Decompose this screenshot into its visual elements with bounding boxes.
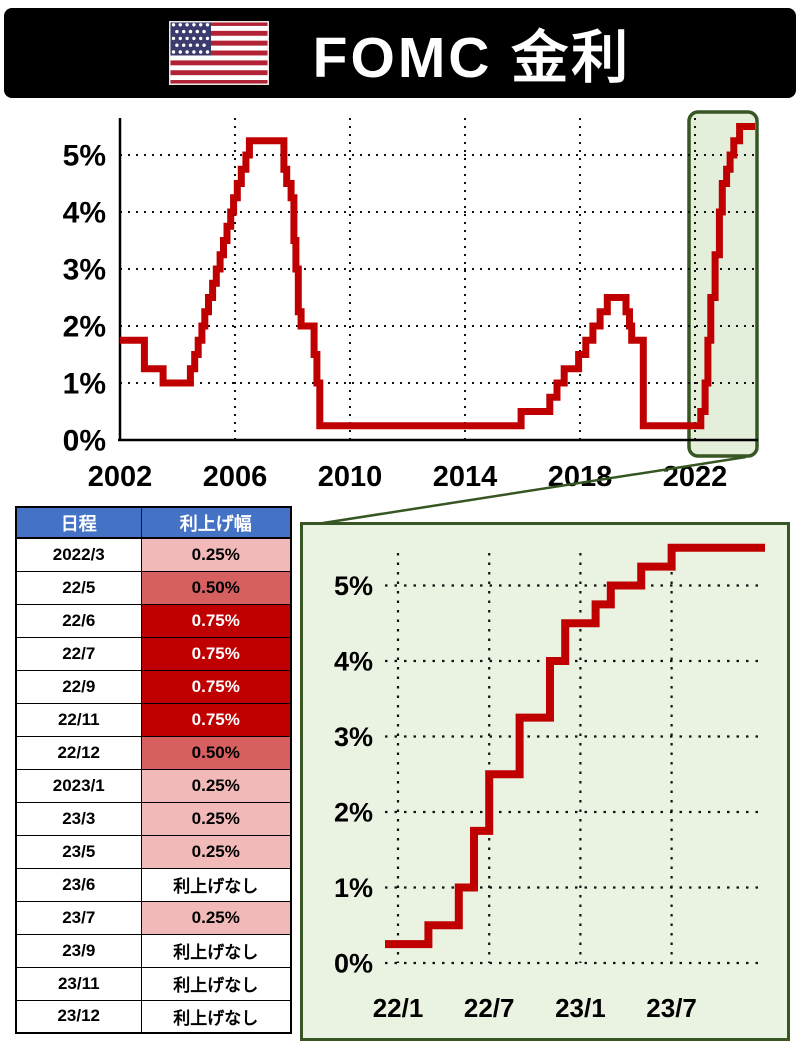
zoom-rate-chart: 0% 1% 2% 3% 4% 5% 22/1 22/7 23/1 23/7 [334, 543, 765, 1023]
svg-text:0%: 0% [334, 948, 373, 978]
svg-text:2018: 2018 [548, 461, 613, 493]
date-cell: 22/11 [15, 702, 142, 737]
hike-cell: 0.75% [140, 636, 292, 671]
table-row: 23/7 0.25% [15, 900, 292, 935]
svg-text:22/7: 22/7 [464, 993, 515, 1023]
hike-cell: 利上げなし [140, 867, 292, 902]
header: FOMC 金利 [4, 8, 796, 98]
svg-text:2014: 2014 [433, 461, 498, 493]
zoom-panel: 0% 1% 2% 3% 4% 5% 22/1 22/7 23/1 23/7 [300, 522, 790, 1041]
date-cell: 2023/1 [15, 768, 142, 803]
date-cell: 23/9 [15, 933, 142, 968]
date-cell: 22/7 [15, 636, 142, 671]
table-header-row: 日程 利上げ幅 [15, 506, 292, 539]
us-flag-icon [168, 21, 269, 85]
table-row: 23/9 利上げなし [15, 933, 292, 968]
rate-hike-table: 日程 利上げ幅 2022/3 0.25% 22/5 0.50% 22/6 0.75% 22/… [15, 506, 292, 1034]
table-row: 22/6 0.75% [15, 603, 292, 638]
hike-cell: 利上げなし [140, 933, 292, 968]
table-row: 22/12 0.50% [15, 735, 292, 770]
table-row: 23/3 0.25% [15, 801, 292, 836]
date-cell: 23/11 [15, 966, 142, 1001]
date-cell: 22/9 [15, 669, 142, 704]
svg-text:5%: 5% [334, 571, 373, 601]
hike-cell: 0.75% [140, 669, 292, 704]
svg-text:1%: 1% [334, 873, 373, 903]
svg-text:0%: 0% [63, 425, 106, 458]
date-cell: 23/5 [15, 834, 142, 869]
table-row: 22/5 0.50% [15, 570, 292, 605]
svg-text:2010: 2010 [318, 461, 383, 493]
svg-text:2%: 2% [63, 311, 106, 344]
hike-cell: 0.25% [140, 900, 292, 935]
svg-text:4%: 4% [63, 197, 106, 230]
svg-text:2006: 2006 [203, 461, 268, 493]
svg-text:5%: 5% [63, 140, 106, 173]
date-cell: 23/12 [15, 999, 142, 1034]
svg-text:1%: 1% [63, 368, 106, 401]
date-cell: 22/5 [15, 570, 142, 605]
date-cell: 23/7 [15, 900, 142, 935]
svg-text:23/7: 23/7 [646, 993, 697, 1023]
hike-cell: 利上げなし [140, 999, 292, 1034]
svg-text:22/1: 22/1 [373, 993, 424, 1023]
date-cell: 23/3 [15, 801, 142, 836]
hike-cell: 0.25% [140, 537, 292, 572]
table-row: 22/11 0.75% [15, 702, 292, 737]
hike-cell: 0.25% [140, 768, 292, 803]
table-row: 23/12 利上げなし [15, 999, 292, 1034]
svg-text:2%: 2% [334, 797, 373, 827]
table-row: 23/6 利上げなし [15, 867, 292, 902]
table-row: 2023/1 0.25% [15, 768, 292, 803]
date-cell: 2022/3 [15, 537, 142, 572]
table-row: 22/7 0.75% [15, 636, 292, 671]
svg-text:3%: 3% [334, 722, 373, 752]
svg-text:3%: 3% [63, 254, 106, 287]
hike-cell: 0.50% [140, 570, 292, 605]
hike-cell: 0.50% [140, 735, 292, 770]
svg-text:23/1: 23/1 [555, 993, 606, 1023]
page-title: FOMC 金利 [312, 26, 632, 90]
hike-cell: 0.25% [140, 801, 292, 836]
date-cell: 23/6 [15, 867, 142, 902]
hike-cell: 利上げなし [140, 966, 292, 1001]
table-row: 22/9 0.75% [15, 669, 292, 704]
table-row: 23/11 利上げなし [15, 966, 292, 1001]
hike-cell: 0.25% [140, 834, 292, 869]
table-row: 23/5 0.25% [15, 834, 292, 869]
table-header-hike: 利上げ幅 [140, 506, 292, 539]
date-cell: 22/6 [15, 603, 142, 638]
table-row: 2022/3 0.25% [15, 537, 292, 572]
svg-text:2022: 2022 [663, 461, 728, 493]
table-header-date: 日程 [15, 506, 142, 539]
main-rate-chart: 0% 1% 2% 3% 4% 5% 2002 2006 2010 2014 2018 2022 [63, 110, 759, 493]
date-cell: 22/12 [15, 735, 142, 770]
hike-cell: 0.75% [140, 702, 292, 737]
svg-text:4%: 4% [334, 646, 373, 676]
hike-cell: 0.75% [140, 603, 292, 638]
svg-text:2002: 2002 [88, 461, 153, 493]
